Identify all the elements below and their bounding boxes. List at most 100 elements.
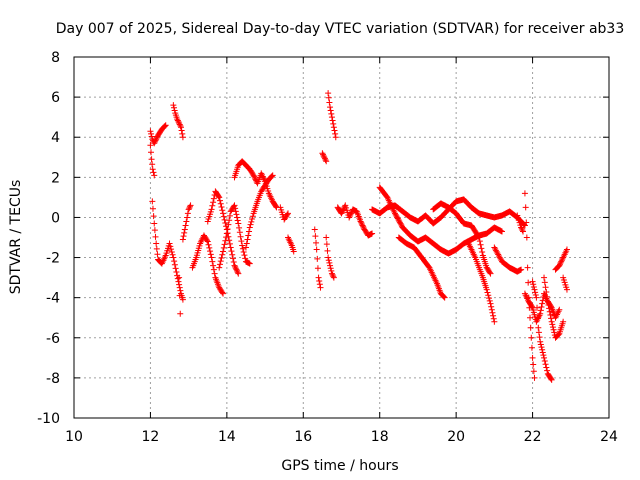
data-point [487, 300, 494, 307]
data-point [247, 221, 254, 228]
data-point [180, 233, 187, 240]
data-point [549, 321, 556, 328]
data-point [321, 154, 328, 161]
data-point [316, 277, 323, 284]
data-point [347, 211, 354, 218]
data-point [170, 104, 177, 111]
data-point [537, 307, 544, 314]
data-point [154, 251, 161, 258]
data-point [475, 233, 482, 240]
data-point [151, 220, 158, 227]
data-point [246, 260, 253, 267]
data-point [245, 232, 252, 239]
data-point [537, 310, 544, 317]
data-point [250, 172, 257, 179]
data-point [330, 120, 337, 127]
data-point [326, 259, 333, 266]
data-point [171, 261, 178, 268]
data-point [527, 324, 534, 331]
data-point [548, 375, 555, 382]
x-tick-label: 18 [371, 429, 389, 445]
data-point [216, 264, 223, 271]
data-point [230, 258, 237, 265]
data-point [223, 234, 230, 241]
series-arc-dd [552, 246, 570, 273]
data-point [179, 236, 186, 243]
data-point [185, 206, 192, 213]
data-point [485, 292, 492, 299]
data-point [523, 234, 530, 241]
data-point [312, 233, 319, 240]
data-point [210, 266, 217, 273]
x-tick-label: 12 [142, 429, 160, 445]
data-point [187, 202, 194, 209]
data-point [486, 297, 493, 304]
data-point [251, 173, 258, 180]
data-point [220, 248, 227, 255]
data-point [149, 205, 156, 212]
data-point [174, 275, 181, 282]
data-point [528, 334, 535, 341]
data-point [325, 94, 332, 101]
data-point [360, 223, 367, 230]
data-point [174, 116, 181, 123]
data-point [151, 140, 158, 147]
series-arc-d [170, 102, 186, 141]
data-point [224, 226, 231, 233]
data-point [215, 193, 222, 200]
data-point [183, 218, 190, 225]
y-tick-label: -4 [46, 291, 60, 307]
data-point [326, 99, 333, 106]
data-point [167, 243, 174, 250]
data-point [529, 278, 536, 285]
data-point [538, 344, 545, 351]
data-point [232, 208, 239, 215]
data-point [519, 227, 526, 234]
series-arc-q [325, 90, 339, 141]
data-point [153, 134, 160, 141]
data-point [325, 257, 332, 264]
data-point [153, 245, 160, 252]
data-point [327, 262, 334, 269]
data-point [321, 155, 328, 162]
data-point [558, 257, 565, 264]
series-arc-aa [521, 290, 563, 325]
data-point [330, 124, 337, 131]
data-point [490, 315, 497, 322]
data-point [518, 225, 525, 232]
data-point [244, 236, 251, 243]
data-point [332, 130, 339, 137]
y-tick-label: -2 [46, 251, 60, 267]
data-point [176, 120, 183, 127]
data-point [522, 204, 529, 211]
data-point [529, 354, 536, 361]
y-tick-label: -8 [46, 371, 60, 387]
data-point [203, 237, 210, 244]
y-tick-label: 4 [51, 130, 60, 146]
data-point [535, 324, 542, 331]
data-point [233, 211, 240, 218]
data-point [339, 207, 346, 214]
data-point [231, 262, 238, 269]
data-point [548, 318, 555, 325]
data-point [476, 238, 483, 245]
data-point [148, 130, 155, 137]
data-point [540, 352, 547, 359]
data-point [339, 209, 346, 216]
data-point [171, 107, 178, 114]
data-point [360, 225, 367, 232]
series-arc-w [464, 238, 498, 325]
data-point [220, 213, 227, 220]
series-arc-v [430, 200, 494, 277]
data-point [177, 310, 184, 317]
data-point [338, 210, 345, 217]
data-point [539, 346, 546, 353]
data-point [328, 270, 335, 277]
data-point [149, 198, 156, 205]
data-point [541, 279, 548, 286]
data-point [329, 117, 336, 124]
chart-title: Day 007 of 2025, Sidereal Day-to-day VTE… [56, 21, 625, 37]
data-point [235, 270, 242, 277]
data-point [152, 233, 159, 240]
